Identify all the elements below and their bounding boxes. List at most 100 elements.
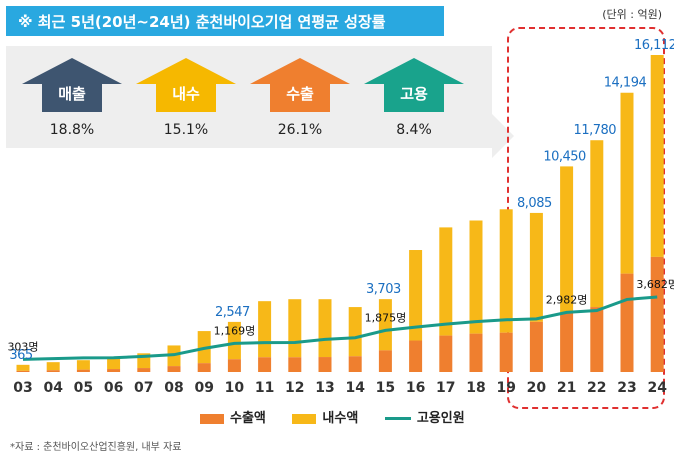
total-value-label: 8,085 <box>517 196 552 211</box>
employment-value-label: 303명 <box>7 340 38 353</box>
legend-item-domestic: 내수액 <box>292 407 358 426</box>
growth-value: 15.1% <box>163 122 209 138</box>
bar-export <box>348 356 362 372</box>
x-tick-label: 24 <box>647 380 667 396</box>
legend-label: 수출액 <box>230 411 266 426</box>
x-tick-label: 07 <box>134 380 153 396</box>
bar-domestic <box>348 307 362 357</box>
x-tick-label: 03 <box>13 380 32 396</box>
x-tick-label: 08 <box>164 380 183 396</box>
bar-export <box>16 370 30 372</box>
bar-domestic <box>288 299 302 358</box>
x-tick-label: 05 <box>74 380 93 396</box>
bar-domestic <box>378 299 392 351</box>
bar-domestic <box>469 220 483 334</box>
legend-label: 내수액 <box>322 411 359 426</box>
growth-label: 고용 <box>400 85 428 103</box>
bar-export <box>409 340 423 372</box>
total-value-label: 2,547 <box>215 305 250 320</box>
employment-value-label: 2,982명 <box>546 293 588 306</box>
bar-export <box>227 359 241 372</box>
growth-label: 매출 <box>58 85 86 103</box>
legend-label: 고용인원 <box>416 411 465 426</box>
legend-item-employment: 고용인원 <box>384 407 465 426</box>
bar-domestic <box>76 360 90 370</box>
bar-export <box>197 363 211 372</box>
bar-export <box>499 332 513 372</box>
arrow-up-icon: 매출 <box>22 58 122 112</box>
growth-rate-employment: 고용 8.4% <box>354 56 474 138</box>
arrow-shape <box>22 58 122 112</box>
bar-export <box>650 256 664 372</box>
bar-domestic <box>318 299 332 358</box>
legend-item-export: 수출액 <box>200 407 266 426</box>
chart-title: ※ 최근 5년(20년~24년) 춘천바이오기업 연평균 성장률 <box>18 13 386 31</box>
bar-domestic <box>650 55 664 257</box>
total-value-label: 10,450 <box>543 149 586 164</box>
growth-label: 수출 <box>286 85 314 103</box>
x-tick-label: 14 <box>345 380 365 396</box>
arrow-shape <box>250 58 350 112</box>
employment-value-label: 3,682명 <box>636 278 674 291</box>
unit-label: (단위 : 억원) <box>602 8 662 21</box>
legend: 수출액 내수액 고용인원 <box>200 407 487 426</box>
bar-domestic <box>439 227 453 336</box>
employment-line <box>22 295 658 361</box>
x-tick-label: 18 <box>466 380 485 396</box>
bar-export <box>318 357 332 372</box>
x-tick-label: 04 <box>43 380 63 396</box>
growth-value: 18.8% <box>49 122 95 138</box>
bar-domestic <box>46 362 60 371</box>
bar-domestic <box>227 321 241 360</box>
x-tick-label: 17 <box>436 380 455 396</box>
x-tick-label: 11 <box>255 380 274 396</box>
bar-export <box>529 321 543 372</box>
arrow-up-icon: 수출 <box>250 58 350 112</box>
x-tick-label: 23 <box>617 380 636 396</box>
arrow-shape <box>364 58 464 112</box>
x-tick-label: 10 <box>225 380 245 396</box>
growth-rate-domestic: 내수 15.1% <box>126 56 246 138</box>
x-tick-label: 12 <box>285 380 304 396</box>
bar-export <box>469 333 483 372</box>
employment-value-label: 1,169명 <box>214 324 256 337</box>
bar-domestic <box>258 301 272 358</box>
x-tick-label: 09 <box>194 380 213 396</box>
growth-label: 내수 <box>172 85 200 103</box>
x-tick-label: 19 <box>496 380 515 396</box>
source-note: *자료 : 춘천바이오산업진흥원, 내부 자료 <box>10 442 182 453</box>
bar-export <box>288 357 302 372</box>
total-value-label: 14,194 <box>604 76 647 91</box>
x-tick-label: 16 <box>406 380 425 396</box>
legend-swatch <box>200 413 224 424</box>
x-tick-label: 22 <box>587 380 606 396</box>
bar-export <box>167 366 181 372</box>
growth-rate-export: 수출 26.1% <box>240 56 360 138</box>
bar-domestic <box>560 166 574 313</box>
bar-export <box>620 273 634 372</box>
total-value-label: 11,780 <box>574 123 617 138</box>
bar-export <box>46 370 60 372</box>
bar-export <box>76 369 90 372</box>
bar-domestic <box>107 358 121 370</box>
arrow-up-icon: 고용 <box>364 58 464 112</box>
growth-rate-sales: 매출 18.8% <box>12 56 132 138</box>
arrow-shape <box>136 58 236 112</box>
total-value-label: 3,703 <box>366 282 401 297</box>
bar-domestic <box>409 250 423 341</box>
total-value-label: 365 <box>9 348 33 363</box>
bar-domestic <box>499 209 513 333</box>
bar-domestic <box>529 212 543 322</box>
bar-export <box>107 369 121 372</box>
x-tick-label: 15 <box>376 380 395 396</box>
x-tick-label: 21 <box>557 380 576 396</box>
bar-export <box>378 350 392 372</box>
bar-export <box>560 312 574 372</box>
x-tick-label: 20 <box>527 380 547 396</box>
bar-export <box>258 357 272 372</box>
bar-domestic <box>590 140 604 308</box>
growth-value: 8.4% <box>396 122 432 138</box>
bar-domestic <box>620 92 634 274</box>
total-value-label: 16,112 <box>634 38 674 53</box>
